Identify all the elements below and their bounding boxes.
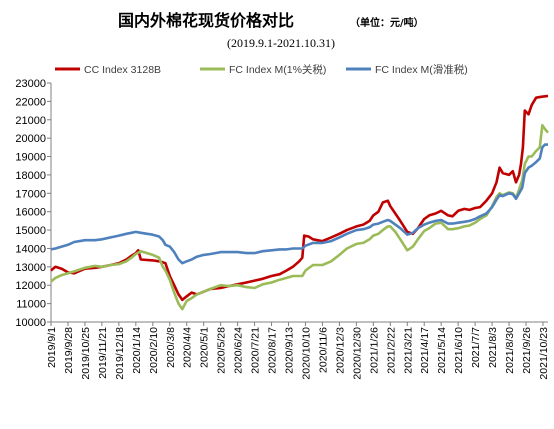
y-tick-label: 18000 <box>15 170 46 182</box>
y-tick-label: 15000 <box>15 225 46 237</box>
y-tick-label: 14000 <box>15 243 46 255</box>
plot-area <box>50 94 549 311</box>
x-tick-label: 2020/7/21 <box>250 327 262 374</box>
x-tick-label: 2021/4/17 <box>419 327 431 374</box>
x-tick-label: 2020/2/10 <box>148 327 160 374</box>
y-tick-label: 13000 <box>15 262 46 274</box>
y-tick-label: 16000 <box>15 207 46 219</box>
unit-note: （单位：元/吨） <box>350 16 424 29</box>
x-tick-label: 2021/8/30 <box>504 327 516 374</box>
x-tick-label: 2019/9/28 <box>63 327 75 374</box>
x-tick-label: 2021/6/10 <box>453 327 465 374</box>
x-tick-label: 2021/9/26 <box>521 327 533 374</box>
legend-label-2: FC Index M(1%关税) <box>229 63 326 76</box>
x-tick-label: 2020/6/24 <box>233 327 245 374</box>
x-tick-label: 2019/11/21 <box>97 327 109 379</box>
x-tick-label: 2019/10/25 <box>80 327 92 380</box>
legend: CC Index 3128B FC Index M(1%关税) FC Index M… <box>55 63 468 76</box>
x-axis: 2019/9/1 2019/9/28 2019/10/25 2019/11/21 201… <box>46 321 550 380</box>
y-tick-label: 17000 <box>15 188 46 200</box>
x-tick-label: 2021/10/23 <box>538 327 550 380</box>
x-tick-label: 2020/11/6 <box>317 327 329 373</box>
x-tick-label: 2019/9/1 <box>46 327 58 368</box>
series-line-3 <box>50 143 548 265</box>
y-tick-label: 11000 <box>16 299 46 311</box>
x-tick-label: 2020/3/8 <box>165 327 177 368</box>
y-tick-label: 21000 <box>15 115 46 127</box>
x-tick-label: 2020/4/4 <box>182 327 194 368</box>
x-tick-label: 2020/10/10 <box>300 327 312 380</box>
x-tick-label: 2019/12/18 <box>114 327 126 380</box>
y-tick-label: 19000 <box>15 152 46 164</box>
y-axis: 10000 11000 12000 13000 14000 15000 16000 17000… <box>15 78 52 329</box>
x-tick-label: 2020/12/30 <box>351 327 363 380</box>
x-tick-label: 2021/3/21 <box>402 327 414 374</box>
y-tick-label: 20000 <box>15 133 46 145</box>
x-tick-label: 2021/7/7 <box>470 327 482 368</box>
x-tick-label: 2021/5/14 <box>436 327 448 374</box>
y-tick-label: 23000 <box>15 78 46 90</box>
series-line-2 <box>50 124 549 311</box>
y-tick-label: 10000 <box>15 317 46 329</box>
x-tick-label: 2020/5/1 <box>199 327 211 368</box>
y-tick-label: 12000 <box>15 280 46 292</box>
x-tick-label: 2021/8/3 <box>487 327 499 368</box>
legend-label-1: CC Index 3128B <box>84 64 161 76</box>
chart-subtitle: (2019.9.1-2021.10.31) <box>227 36 335 50</box>
x-tick-label: 2020/1/14 <box>131 327 143 374</box>
x-tick-label: 2020/8/17 <box>267 327 279 374</box>
y-tick-label: 22000 <box>15 96 46 108</box>
chart-title: 国内外棉花现货价格对比 <box>118 11 294 30</box>
series-line-1 <box>50 94 549 302</box>
x-tick-label: 2021/2/22 <box>385 327 397 374</box>
x-tick-label: 2020/12/3 <box>334 327 346 374</box>
x-tick-label: 2020/9/13 <box>284 327 296 374</box>
x-tick-label: 2020/5/28 <box>216 327 228 374</box>
x-tick-label: 2021/1/26 <box>368 327 380 374</box>
legend-label-3: FC Index M(滑准税) <box>375 63 468 76</box>
